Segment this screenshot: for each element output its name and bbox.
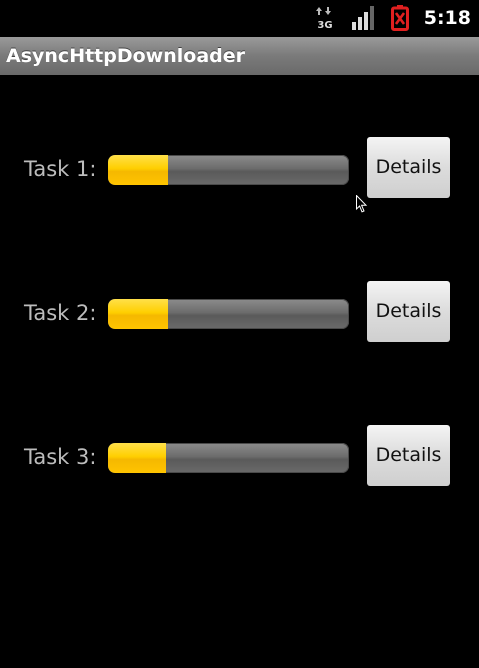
- details-button[interactable]: Details: [367, 281, 450, 342]
- network-type-label: 3G: [317, 20, 332, 30]
- task-progress-fill: [108, 155, 169, 185]
- task-row: Task 2: Details: [0, 281, 479, 343]
- mouse-cursor-icon: [356, 195, 368, 213]
- task-label: Task 1:: [24, 157, 97, 181]
- task-progress-bar: [108, 299, 349, 329]
- details-button[interactable]: Details: [367, 425, 450, 486]
- app-title-bar: AsyncHttpDownloader: [0, 37, 479, 75]
- app-title: AsyncHttpDownloader: [6, 45, 246, 67]
- task-progress-bar: [108, 443, 349, 473]
- task-label: Task 2:: [24, 301, 97, 325]
- status-bar: 3G 5:18: [0, 0, 479, 37]
- task-progress-bar: [108, 155, 349, 185]
- task-row: Task 1: Details: [0, 137, 479, 199]
- task-row: Task 3: Details: [0, 425, 479, 487]
- battery-alert-icon: [391, 5, 409, 31]
- task-label: Task 3:: [24, 445, 97, 469]
- details-button[interactable]: Details: [367, 137, 450, 198]
- signal-icon: [352, 6, 374, 30]
- task-progress-fill: [108, 443, 166, 473]
- data-3g-icon: 3G: [316, 7, 333, 30]
- status-time: 5:18: [423, 7, 471, 29]
- task-progress-fill: [108, 299, 169, 329]
